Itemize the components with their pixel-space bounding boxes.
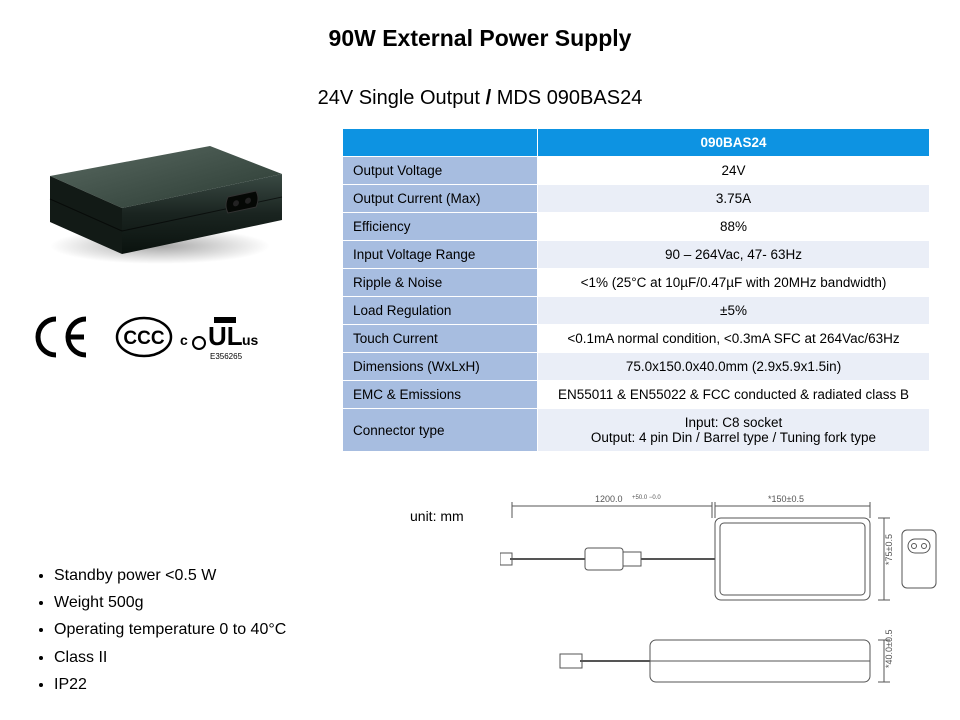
page-title: 90W External Power Supply	[30, 25, 930, 52]
spec-value: <1% (25°C at 10µF/0.47µF with 20MHz band…	[538, 269, 930, 297]
subtitle-slash: /	[486, 87, 497, 109]
certification-logos: CCC c UL us E356265	[30, 311, 324, 361]
dimension-drawing: 1200.0 +50.0 −0.0 *150±0.5 *75±0.5	[500, 490, 940, 700]
svg-text:UL: UL	[208, 321, 243, 351]
spec-value: 24V	[538, 157, 930, 185]
table-row: Load Regulation±5%	[343, 297, 930, 325]
svg-text:c: c	[180, 332, 188, 348]
spec-label: Output Voltage	[343, 157, 538, 185]
table-row: Dimensions (WxLxH)75.0x150.0x40.0mm (2.9…	[343, 353, 930, 381]
spec-table: 090BAS24 Output Voltage24V Output Curren…	[342, 128, 930, 452]
svg-text:*75±0.5: *75±0.5	[884, 534, 894, 565]
table-row: Efficiency88%	[343, 213, 930, 241]
spec-label: EMC & Emissions	[343, 381, 538, 409]
unit-label: unit: mm	[410, 508, 464, 524]
spec-label: Connector type	[343, 409, 538, 452]
spec-label: Ripple & Noise	[343, 269, 538, 297]
spec-label: Touch Current	[343, 325, 538, 353]
table-row: Output Current (Max)3.75A	[343, 185, 930, 213]
subtitle-left: 24V Single Output	[318, 87, 480, 109]
table-row: Output Voltage24V	[343, 157, 930, 185]
bullet-item: Class II	[54, 644, 286, 671]
svg-text:+50.0 −0.0: +50.0 −0.0	[632, 495, 661, 501]
spec-label: Dimensions (WxLxH)	[343, 353, 538, 381]
svg-text:us: us	[242, 332, 259, 348]
table-row: Ripple & Noise<1% (25°C at 10µF/0.47µF w…	[343, 269, 930, 297]
svg-text:1200.0: 1200.0	[595, 494, 623, 504]
subtitle: 24V Single Output / MDS 090BAS24	[30, 87, 930, 110]
subtitle-right: MDS 090BAS24	[497, 87, 643, 109]
table-corner	[343, 129, 538, 157]
bullet-item: Operating temperature 0 to 40°C	[54, 616, 286, 643]
product-photo	[30, 128, 290, 268]
spec-value: Input: C8 socket Output: 4 pin Din / Bar…	[538, 409, 930, 452]
bullet-item: Weight 500g	[54, 589, 286, 616]
bullet-item: Standby power <0.5 W	[54, 562, 286, 589]
bullet-item: IP22	[54, 671, 286, 698]
table-row: Connector typeInput: C8 socket Output: 4…	[343, 409, 930, 452]
table-row: EMC & EmissionsEN55011 & EN55022 & FCC c…	[343, 381, 930, 409]
spec-label: Efficiency	[343, 213, 538, 241]
spec-value: 75.0x150.0x40.0mm (2.9x5.9x1.5in)	[538, 353, 930, 381]
ul-file-number: E356265	[210, 352, 243, 361]
table-header-model: 090BAS24	[538, 129, 930, 157]
feature-bullets: Standby power <0.5 W Weight 500g Operati…	[36, 562, 286, 698]
spec-label: Input Voltage Range	[343, 241, 538, 269]
svg-text:CCC: CCC	[123, 328, 164, 349]
svg-text:*40.0±0.5: *40.0±0.5	[884, 630, 894, 668]
svg-text:*150±0.5: *150±0.5	[768, 494, 804, 504]
spec-value: EN55011 & EN55022 & FCC conducted & radi…	[538, 381, 930, 409]
spec-value: <0.1mA normal condition, <0.3mA SFC at 2…	[538, 325, 930, 353]
table-row: Input Voltage Range90 – 264Vac, 47- 63Hz	[343, 241, 930, 269]
spec-label: Load Regulation	[343, 297, 538, 325]
table-row: Touch Current<0.1mA normal condition, <0…	[343, 325, 930, 353]
spec-value: ±5%	[538, 297, 930, 325]
spec-value: 90 – 264Vac, 47- 63Hz	[538, 241, 930, 269]
spec-value: 3.75A	[538, 185, 930, 213]
spec-value: 88%	[538, 213, 930, 241]
spec-label: Output Current (Max)	[343, 185, 538, 213]
